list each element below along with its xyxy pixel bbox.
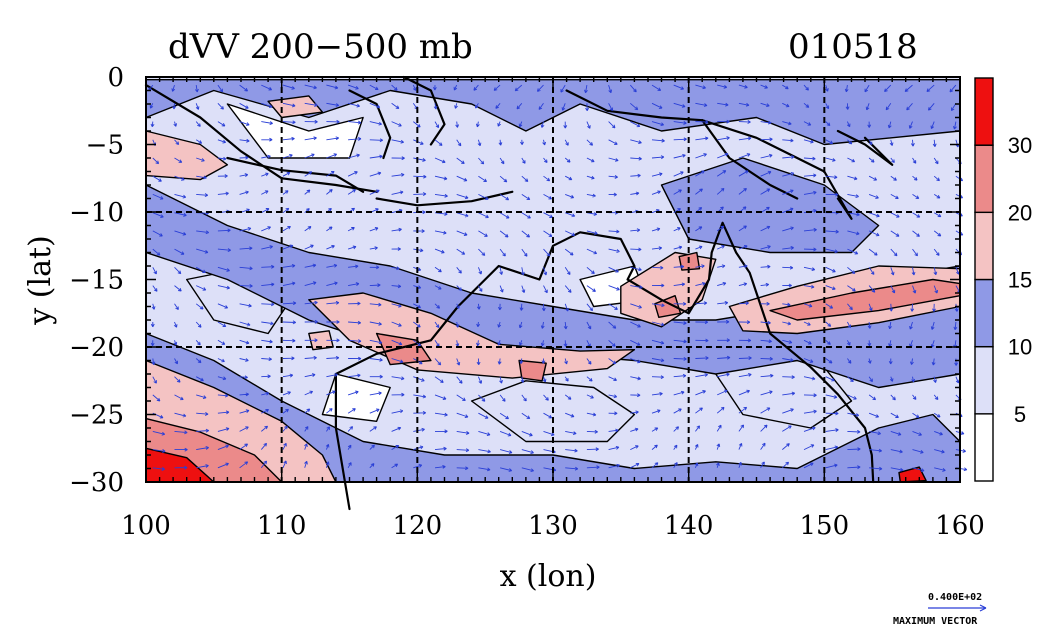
colorbar-swatch bbox=[974, 77, 994, 146]
colorbar: 5 10 15 20 30 bbox=[974, 77, 1032, 482]
y-tick-labels: 0 −5 −10 −15 −20 −25 −30 bbox=[69, 63, 124, 498]
contour-region-level-4 bbox=[654, 295, 682, 318]
colorbar-swatch bbox=[974, 211, 994, 281]
wind-vector-arrows bbox=[148, 84, 968, 473]
x-tick-label: 150 bbox=[800, 511, 850, 541]
max-vector-key: 0.400E+02 MAXIMUM VECTOR bbox=[893, 592, 987, 627]
y-tick-label: −10 bbox=[69, 198, 124, 228]
colorbar-swatch bbox=[974, 413, 994, 482]
x-tick-label: 140 bbox=[664, 511, 714, 541]
colorbar-swatch bbox=[974, 278, 994, 348]
y-tick-label: −25 bbox=[69, 401, 124, 431]
max-vector-label: MAXIMUM VECTOR bbox=[893, 616, 978, 627]
coastline bbox=[565, 89, 853, 220]
colorbar-swatch bbox=[974, 345, 994, 415]
colorbar-label: 5 bbox=[1014, 402, 1026, 427]
contour-region-level-0 bbox=[226, 103, 364, 159]
chart-title: dVV 200−500 mb bbox=[168, 27, 473, 67]
y-tick-label: −15 bbox=[69, 266, 124, 296]
y-tick-label: 0 bbox=[107, 63, 124, 93]
colorbar-swatch bbox=[974, 144, 994, 214]
axis-ticks bbox=[145, 76, 961, 483]
colorbar-label: 20 bbox=[1008, 200, 1032, 225]
x-tick-label: 130 bbox=[528, 511, 578, 541]
coastline bbox=[226, 156, 365, 193]
x-tick-label: 120 bbox=[393, 511, 443, 541]
coastline bbox=[348, 89, 392, 160]
x-axis-label: x (lon) bbox=[500, 559, 597, 594]
x-tick-label: 100 bbox=[121, 511, 171, 541]
coastline bbox=[701, 119, 799, 200]
x-tick-label: 110 bbox=[257, 511, 307, 541]
colorbar-label: 10 bbox=[1008, 335, 1032, 360]
max-vector-value: 0.400E+02 bbox=[928, 592, 982, 603]
contour-region-level-4 bbox=[518, 359, 547, 382]
max-vector-arrow-head bbox=[979, 604, 987, 612]
contour-region-level-0 bbox=[321, 373, 391, 422]
contour-region-level-3 bbox=[620, 251, 717, 328]
grid-lines bbox=[146, 77, 960, 482]
y-tick-label: −5 bbox=[86, 131, 124, 161]
coastline bbox=[334, 221, 875, 484]
tick-marks bbox=[145, 76, 961, 483]
x-tick-labels: 100 110 120 130 140 150 160 bbox=[121, 511, 985, 541]
colorbar-label: 30 bbox=[1008, 133, 1032, 158]
x-tick-label: 160 bbox=[935, 511, 985, 541]
wind-vectors bbox=[148, 84, 968, 473]
coastline bbox=[375, 190, 514, 207]
y-axis-label: y (lat) bbox=[23, 235, 58, 325]
plot-area bbox=[144, 75, 968, 511]
y-tick-label: −30 bbox=[69, 468, 124, 498]
coastline bbox=[836, 129, 894, 166]
colorbar-label: 15 bbox=[1008, 268, 1032, 293]
coastlines bbox=[144, 75, 894, 511]
date-label: 010518 bbox=[788, 27, 918, 67]
y-tick-label: −20 bbox=[69, 333, 124, 363]
contour-region-level-3 bbox=[308, 330, 334, 351]
